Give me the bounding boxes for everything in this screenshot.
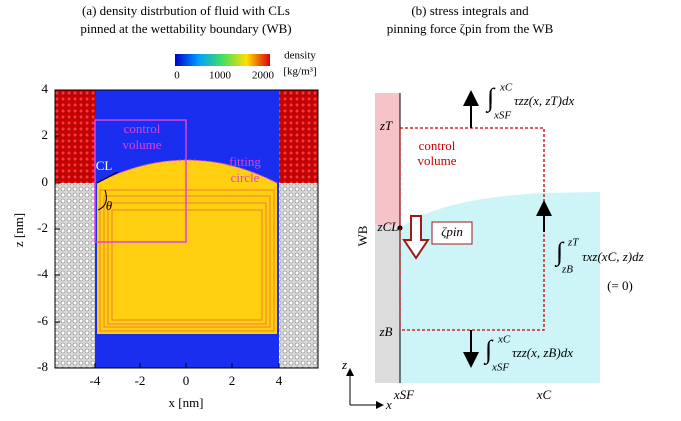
y-tick-label: 2	[42, 127, 49, 142]
level: zCL	[377, 219, 399, 234]
y-axis-label: z [nm]	[11, 213, 26, 247]
control-volume	[94, 119, 187, 243]
colorbar-unit: [kg/m³]	[283, 66, 316, 78]
x-tick-label: 2	[229, 373, 236, 388]
limit: zT	[567, 237, 579, 249]
level: zB	[379, 324, 393, 339]
ticks	[55, 89, 280, 369]
layers	[99, 189, 275, 332]
wall-top	[55, 90, 95, 183]
axis-label: xC	[536, 387, 552, 402]
wall-phobic	[375, 225, 400, 383]
force-arrow	[402, 215, 430, 260]
wall-bottom	[279, 183, 318, 368]
axis-label: z	[341, 357, 347, 372]
label: volume	[123, 137, 162, 152]
label: control	[124, 121, 161, 136]
wall-philic	[375, 93, 400, 225]
limit: xC	[497, 334, 511, 346]
force-label: ζpin	[441, 224, 463, 239]
limit: xSF	[491, 362, 509, 374]
title: (b) stress integrals and	[411, 3, 529, 18]
colorbar-label: density	[284, 50, 316, 62]
label: volume	[418, 153, 457, 168]
label: control	[419, 138, 456, 153]
droplet	[97, 160, 277, 334]
colorbar-tick: 1000	[209, 70, 232, 82]
y-tick-label: 0	[42, 174, 49, 189]
force-box	[431, 221, 473, 245]
limit: xC	[499, 82, 513, 94]
integrand: τxz(xC, z)dz	[582, 249, 644, 264]
level: zT	[379, 118, 393, 133]
wall-label: WB	[355, 225, 370, 246]
axis-label: x	[385, 397, 392, 412]
y-tick-label: -6	[37, 313, 48, 328]
integrand: τzz(x, zB)dx	[512, 345, 573, 360]
x-tick-label: -2	[135, 373, 146, 388]
integral-sign: ∫	[554, 237, 565, 267]
colorbar-tick: 2000	[252, 70, 275, 82]
wall-bottom	[55, 183, 95, 368]
wall-top	[279, 90, 318, 183]
colorbar-tick: 0	[174, 70, 180, 82]
y-tick-label: -4	[37, 266, 48, 281]
title: (a) density distrbution of fluid with CL…	[82, 3, 290, 18]
integral-sign: ∫	[485, 83, 496, 113]
colorbar	[175, 54, 270, 66]
y-tick-label: -2	[37, 220, 48, 235]
x-tick-label: 4	[276, 373, 283, 388]
limit: zB	[561, 264, 573, 276]
limit: xSF	[493, 110, 511, 122]
title: pinning force ζpin from the WB	[387, 21, 554, 36]
integrand: τzz(x, zT)dx	[514, 93, 574, 108]
label: fitting	[229, 154, 261, 169]
angle	[96, 171, 119, 211]
label: circle	[231, 170, 260, 185]
panel-b: (b) stress integrals and pinning force ζ…	[341, 3, 644, 412]
note: (= 0)	[607, 278, 633, 293]
y-tick-label: -8	[37, 359, 48, 374]
panel-a: (a) density distrbution of fluid with CL…	[11, 3, 319, 410]
y-tick-label: 4	[42, 81, 49, 96]
label: θ	[106, 198, 113, 213]
x-tick-label: 0	[183, 373, 190, 388]
x-axis-label: x [nm]	[168, 395, 203, 410]
label: CL	[96, 158, 113, 173]
axis-label: xSF	[393, 387, 415, 402]
title: pinned at the wettability boundary (WB)	[80, 21, 291, 36]
x-tick-label: -4	[90, 373, 101, 388]
integral-sign: ∫	[483, 335, 494, 365]
